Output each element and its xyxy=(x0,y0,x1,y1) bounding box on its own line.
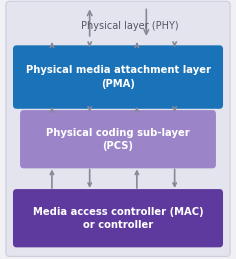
FancyBboxPatch shape xyxy=(6,1,230,256)
Text: Media access controller (MAC)
or controller: Media access controller (MAC) or control… xyxy=(33,207,203,230)
Text: Physical media attachment layer
(PMA): Physical media attachment layer (PMA) xyxy=(25,66,211,89)
Text: Physical layer (PHY): Physical layer (PHY) xyxy=(81,21,179,31)
FancyBboxPatch shape xyxy=(20,110,216,168)
Text: Physical coding sub-layer
(PCS): Physical coding sub-layer (PCS) xyxy=(46,128,190,151)
FancyBboxPatch shape xyxy=(13,45,223,109)
FancyBboxPatch shape xyxy=(13,189,223,247)
